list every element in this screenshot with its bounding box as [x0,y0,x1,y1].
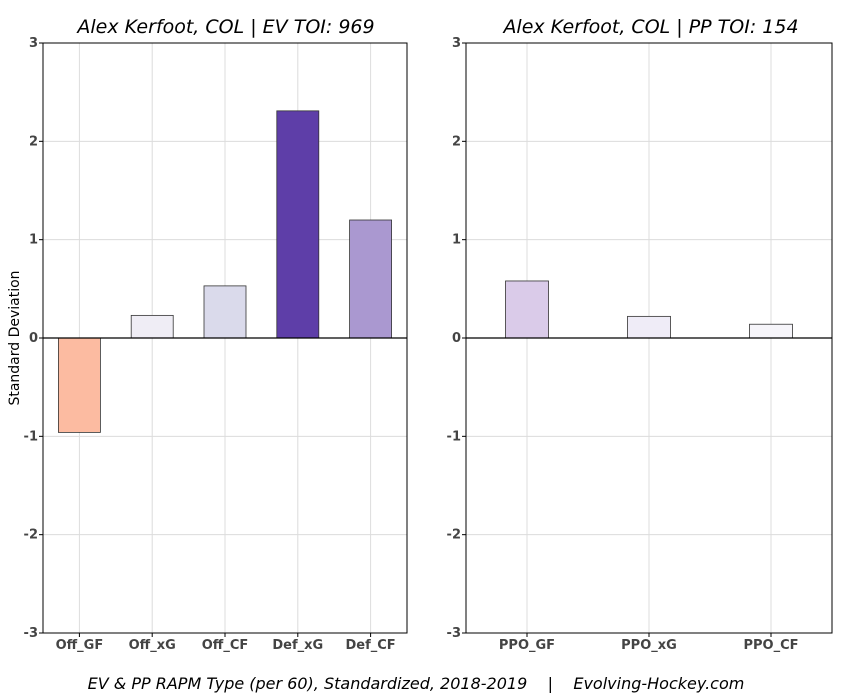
x-tick-label: PPO_GF [499,638,555,653]
bar-ppo-xg [627,315,671,339]
y-tick-label: -3 [24,626,38,641]
y-tick-label: -2 [24,528,38,543]
y-tick-label: 2 [452,134,461,149]
y-tick-label: 1 [452,233,461,248]
y-tick-label: -1 [447,429,461,444]
figure-caption: EV & PP RAPM Type (per 60), Standardized… [88,674,745,693]
x-tick-label: Off_GF [56,638,104,653]
y-tick-label: 0 [452,331,461,346]
bar-off-xg [130,314,174,339]
y-tick-label: 2 [29,134,38,149]
chart-panel-2: -3 -2 -1 0 1 2 3 PPO_GF PPO_xG PPO_CF Alex Kerfoot… [447,16,833,653]
bar-ppo-gf [505,280,549,339]
bar-ppo-cf [749,323,793,339]
bar-def-xg [276,110,320,339]
y-tick-label: 0 [29,331,38,346]
bar-off-gf [58,337,101,433]
bar-off-cf [203,285,247,339]
y-tick-label: -2 [447,528,461,543]
x-tick-label: Off_CF [202,638,249,653]
x-tick-label: PPO_xG [621,638,677,653]
chart-title: Alex Kerfoot, COL | EV TOI: 969 [75,16,374,38]
chart-panel-1: -3 -2 -1 0 1 2 3 Off_GF Off_xG Off_CF Def_xG Def_CF… [24,16,408,653]
y-tick-label: 3 [29,36,38,51]
x-tick-label: Off_xG [129,638,176,653]
y-tick-label: 1 [29,233,38,248]
chart-title: Alex Kerfoot, COL | PP TOI: 154 [501,16,798,38]
x-tick-label: PPO_CF [743,638,798,653]
x-tick-label: Def_xG [272,638,323,653]
bar-def-cf [349,219,393,339]
y-tick-label: -1 [24,429,38,444]
y-tick-label: -3 [447,626,461,641]
y-axis-label: Standard Deviation [7,270,23,405]
y-tick-label: 3 [452,36,461,51]
x-tick-label: Def_CF [346,638,396,653]
